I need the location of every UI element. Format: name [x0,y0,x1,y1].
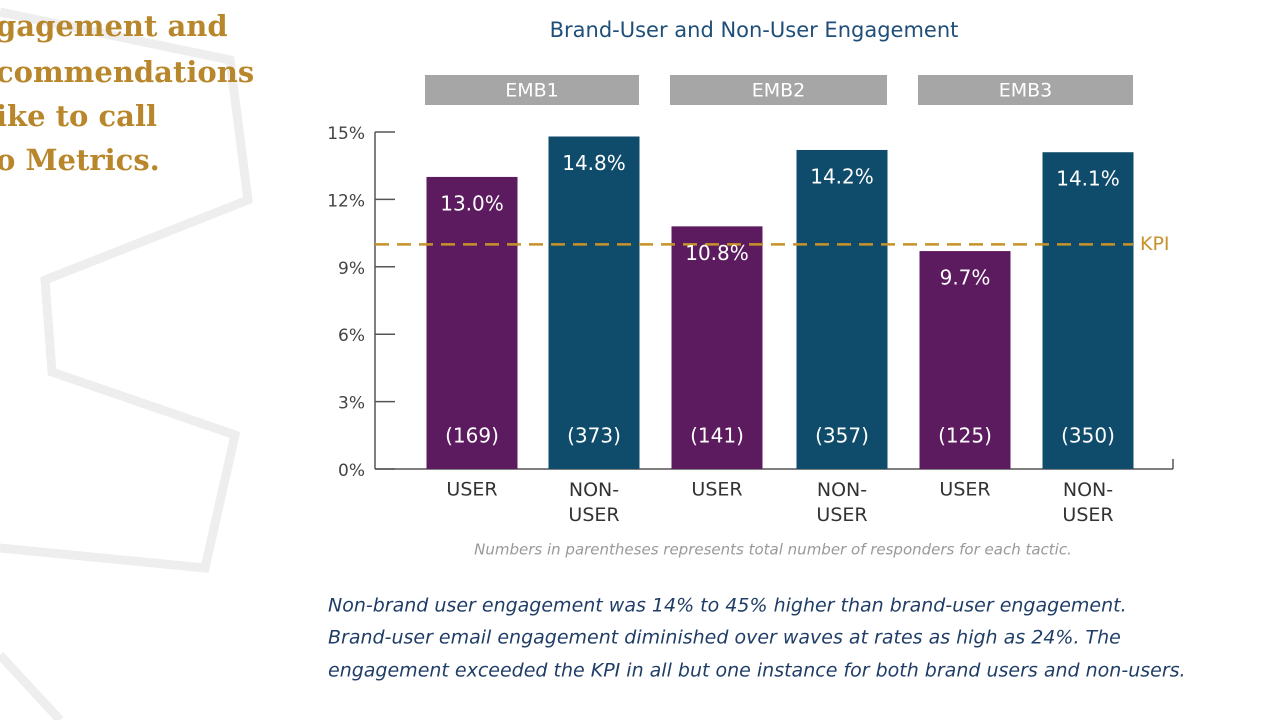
bar [1042,152,1134,469]
y-tick-label: 0% [338,461,365,481]
group-header [425,75,639,105]
paragraph-line: Non-brand user engagement was 14% to 45%… [328,595,1127,617]
bar [919,251,1011,469]
responder-label: (141) [690,424,744,448]
bar [796,149,888,469]
responder-label: (350) [1061,424,1115,448]
y-tick-label: 6% [338,326,365,346]
chart-note: Numbers in parentheses represents total … [474,541,1072,559]
group-header [670,75,887,105]
group-header [918,75,1133,105]
heading-line: o Metrics. [0,143,160,177]
x-tick-label: NON-USER [1062,479,1113,526]
heading-line: gagement and [0,9,228,43]
group-label: EMB3 [999,80,1053,102]
chart-title: Brand-User and Non-User Engagement [550,18,959,42]
value-label: 9.7% [940,266,991,290]
value-label: 13.0% [440,191,504,215]
decoration [0,7,253,720]
responder-label: (125) [938,424,992,448]
heading-line: commendations [0,55,254,89]
x-tick-label: NON-USER [816,479,867,526]
value-label: 10.8% [685,241,749,265]
value-label: 14.1% [1056,167,1120,191]
y-tick-label: 3% [338,394,365,414]
x-tick-label: USER [691,479,742,501]
paragraph-line: Brand-user email engagement diminished o… [328,627,1121,649]
y-tick-label: 15% [327,124,365,144]
x-tick-label: NON-USER [568,479,619,526]
group-label: EMB2 [752,80,806,102]
heading-line: ike to call [0,99,157,133]
y-tick-label: 9% [338,259,365,279]
value-label: 14.2% [810,164,874,188]
group-label: EMB1 [505,80,559,102]
x-tick-label: USER [939,479,990,501]
kpi-label: KPI [1140,233,1170,255]
value-label: 14.8% [562,151,626,175]
responder-label: (373) [567,424,621,448]
bar [671,226,763,469]
bar [426,176,518,469]
responder-label: (169) [445,424,499,448]
x-tick-label: USER [446,479,497,501]
y-tick-label: 12% [327,191,365,211]
responder-label: (357) [815,424,869,448]
bar [548,136,640,469]
paragraph-line: engagement exceeded the KPI in all but o… [328,660,1186,682]
